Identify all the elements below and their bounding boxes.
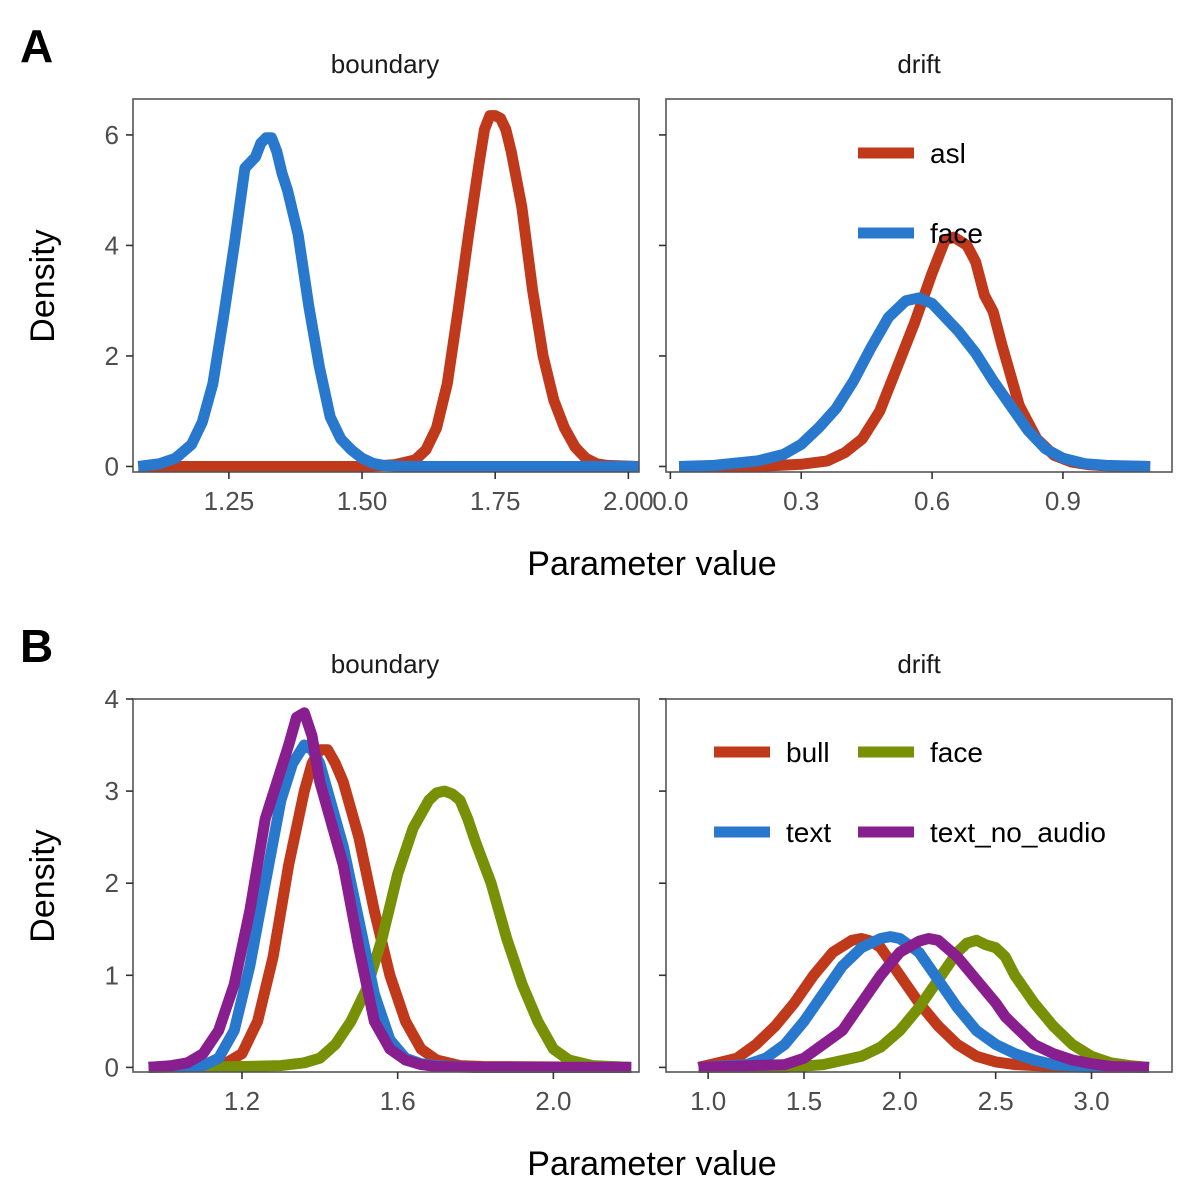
legend-label-asl: asl — [930, 138, 966, 169]
legend-label-bull: bull — [786, 737, 830, 768]
y-axis-title-a: Density — [24, 229, 62, 342]
series-line-text — [698, 931, 1150, 1073]
x-tick-label: 0.9 — [1045, 486, 1081, 516]
panel-frame — [132, 98, 640, 473]
panel-b-boundary: 1.2 1.6 2.0 0 1 2 3 4 — [105, 684, 640, 1116]
y-tick-label: 2 — [105, 341, 119, 371]
strip-label-b-boundary: boundary — [331, 649, 439, 679]
panel-tag-b: B — [20, 620, 53, 672]
x-tick-label: 2.00 — [603, 486, 654, 516]
x-tick-label: 1.50 — [337, 486, 388, 516]
panel-background — [133, 699, 639, 1072]
series-line-face — [148, 785, 632, 1073]
x-axis-title-b: Parameter value — [527, 1145, 776, 1183]
series-line-bull — [148, 744, 632, 1073]
y-tick-label: 6 — [105, 120, 119, 150]
x-tick-label: 1.2 — [224, 1086, 260, 1116]
strip-label-b-drift: drift — [897, 649, 941, 679]
y-tick-label: 4 — [105, 230, 119, 260]
x-tick-label: 1.6 — [380, 1086, 416, 1116]
series-line-face — [678, 292, 1151, 472]
x-tick-label: 1.5 — [786, 1086, 822, 1116]
series-line-text-no-audio — [148, 707, 632, 1073]
x-tick-label: 2.0 — [535, 1086, 571, 1116]
x-tick-label: 1.0 — [690, 1086, 726, 1116]
x-tick-label: 1.25 — [204, 486, 255, 516]
y-tick-label: 3 — [105, 776, 119, 806]
legend-label-text: text — [786, 817, 831, 848]
x-tick-label: 0.6 — [914, 486, 950, 516]
y-tick-label: 4 — [105, 684, 119, 714]
x-tick-label: 0.0 — [652, 486, 688, 516]
y-axis-title-b: Density — [24, 829, 62, 942]
panel-b-drift: 1.0 1.5 2.0 2.5 3.0 — [659, 698, 1173, 1116]
y-tick-label: 0 — [105, 451, 119, 481]
panel-a-boundary: 1.25 1.50 1.75 2.00 0 2 4 6 — [105, 98, 654, 516]
y-tick-label: 2 — [105, 868, 119, 898]
y-tick-label: 0 — [105, 1052, 119, 1082]
legend-label-face-b: face — [930, 737, 983, 768]
series-line-text-no-audio — [698, 933, 1150, 1073]
series-line-asl — [138, 110, 640, 472]
panel-a-drift: 0.0 0.3 0.6 0.9 — [652, 98, 1173, 516]
strip-label-a-boundary: boundary — [331, 49, 439, 79]
strip-label-a-drift: drift — [897, 49, 941, 79]
series-line-face — [137, 132, 639, 472]
panel-frame — [665, 698, 1173, 1073]
x-axis-title-a: Parameter value — [527, 545, 776, 583]
y-tick-label: 1 — [105, 960, 119, 990]
panel-tag-a: A — [20, 20, 53, 72]
legend-a: asl face — [858, 138, 983, 249]
x-tick-label: 2.5 — [978, 1086, 1014, 1116]
series-line-face — [698, 934, 1150, 1073]
panel-frame — [665, 98, 1173, 473]
panel-frame — [132, 698, 640, 1073]
legend-b: bull face text text_no_audio — [714, 737, 1106, 848]
x-tick-label: 3.0 — [1073, 1086, 1109, 1116]
x-tick-label: 1.75 — [470, 486, 521, 516]
legend-label-face: face — [930, 218, 983, 249]
panel-background — [666, 99, 1172, 472]
legend-label-text-no-audio: text_no_audio — [930, 817, 1106, 848]
x-tick-label: 0.3 — [783, 486, 819, 516]
x-tick-label: 2.0 — [882, 1086, 918, 1116]
